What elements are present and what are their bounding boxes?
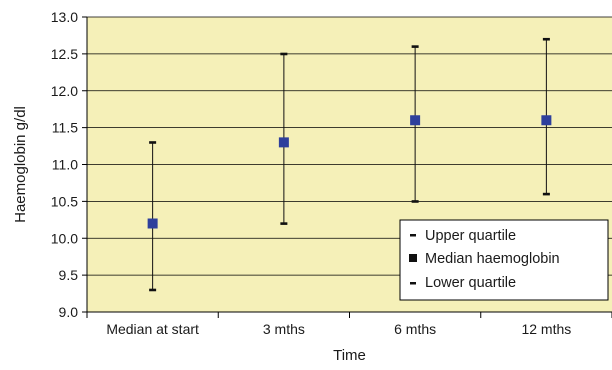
x-axis-title: Time [333,347,366,364]
legend-label-lower: Lower quartile [425,275,516,291]
median-point [410,115,421,126]
legend-marker-lower [410,282,416,285]
gridlines [87,16,612,276]
lower-quartile-point [411,200,419,203]
x-tick-label: Median at start [106,321,199,337]
legend-marker-median [409,254,417,262]
y-tick-label: 10.5 [51,193,78,209]
y-tick-label: 9.5 [59,267,79,283]
legend-box [399,219,609,301]
upper-quartile-point [280,52,288,56]
y-tick-label: 13.0 [51,9,78,25]
y-axis-title: Haemoglobin g/dl [12,106,29,223]
median-point [541,115,552,126]
y-tick-label: 12.5 [51,46,78,62]
y-tick-label: 11.0 [52,157,78,173]
upper-quartile-point [149,141,157,144]
legend: Upper quartile Median haemoglobin Lower … [399,219,609,301]
legend-label-upper: Upper quartile [425,228,516,244]
lower-quartile-point [542,192,550,196]
x-tick-label: 3 mths [263,321,305,337]
lower-quartile-point [280,222,288,225]
y-tick-label: 10.0 [51,230,78,246]
y-tick-label: 12.0 [51,83,78,99]
x-tick-label: 6 mths [394,321,436,337]
y-tick-label: 11.5 [52,120,78,136]
median-point [278,137,289,148]
upper-quartile-point [542,37,550,41]
series-layer [147,37,552,292]
legend-label-median: Median haemoglobin [425,251,560,267]
x-tick-label: 12 mths [521,321,571,337]
median-point [147,218,158,229]
upper-quartile-point [411,45,419,48]
y-tick-label: 9.0 [59,304,79,320]
legend-marker-upper [410,234,416,237]
x-axis-ticks: Median at start 3 mths 6 mths 12 mths [86,312,612,337]
lower-quartile-point [149,288,157,292]
